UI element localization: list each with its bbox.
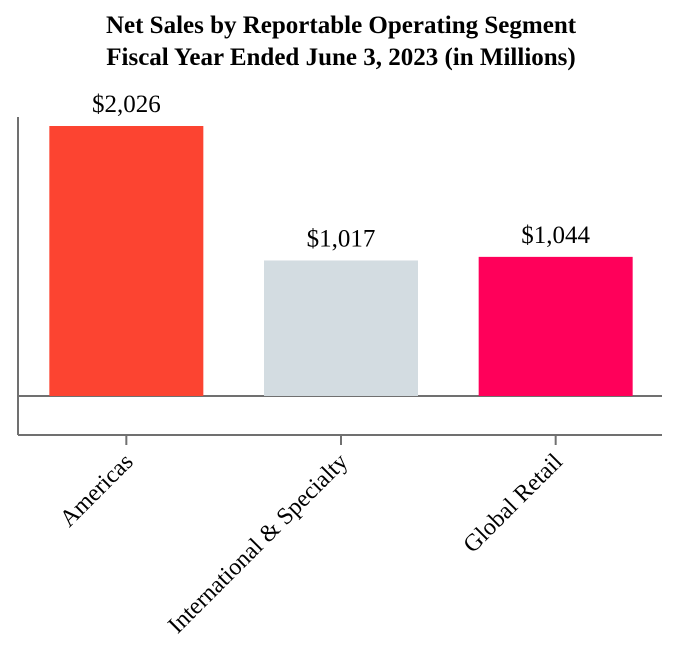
category-label-2: International & Specialty — [163, 449, 353, 639]
category-label-1: Americas — [55, 449, 138, 532]
bar-2 — [264, 260, 418, 396]
bar-3 — [478, 256, 633, 396]
chart-title-line-2: Fiscal Year Ended June 3, 2023 (in Milli… — [106, 44, 576, 71]
data-label-2: $1,017 — [307, 225, 376, 252]
data-label-1: $2,026 — [92, 91, 161, 118]
bar-1 — [49, 126, 204, 396]
chart-title-line-1: Net Sales by Reportable Operating Segmen… — [105, 12, 577, 39]
data-label-3: $1,044 — [521, 222, 590, 249]
category-label-3: Global Retail — [459, 449, 569, 559]
chart-title: Net Sales by Reportable Operating Segmen… — [0, 10, 682, 74]
